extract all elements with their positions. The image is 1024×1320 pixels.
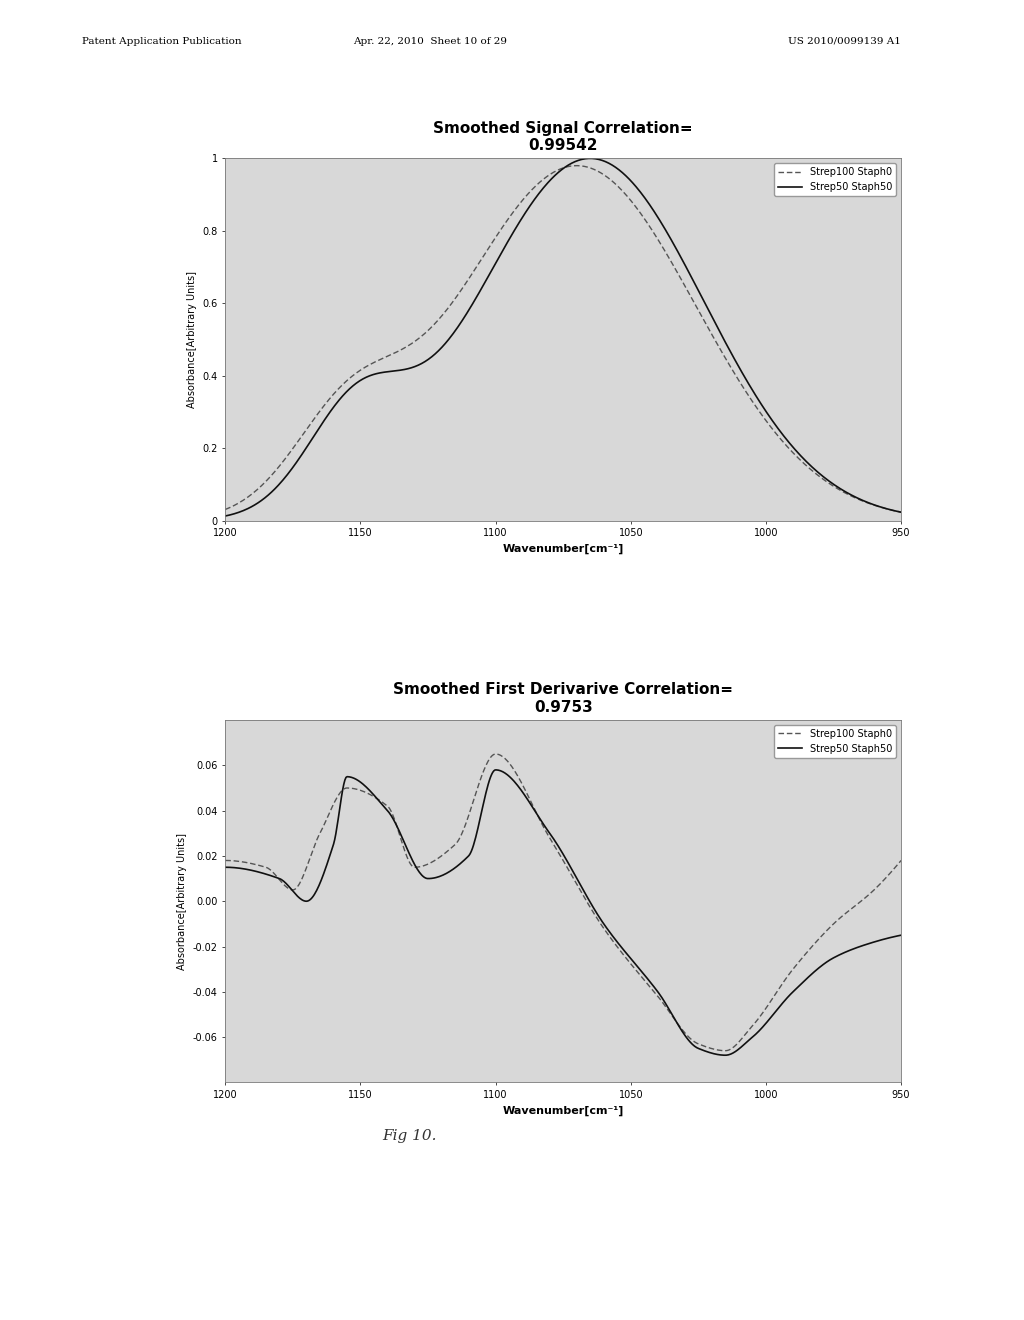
Strep100 Staph0 xyxy=(895,853,907,869)
Strep50 Staph50 xyxy=(672,1016,684,1032)
Text: Apr. 22, 2010  Sheet 10 of 29: Apr. 22, 2010 Sheet 10 of 29 xyxy=(353,37,507,46)
Strep50 Staph50 xyxy=(729,352,741,368)
Strep50 Staph50 xyxy=(489,762,502,777)
Strep50 Staph50 xyxy=(219,508,231,524)
Strep100 Staph0 xyxy=(393,343,406,359)
Y-axis label: Absorbance[Arbitrary Units]: Absorbance[Arbitrary Units] xyxy=(177,833,187,970)
Strep100 Staph0 xyxy=(339,780,351,796)
Strep100 Staph0 xyxy=(895,504,907,520)
Strep100 Staph0 xyxy=(219,853,231,869)
Strep50 Staph50 xyxy=(618,944,631,960)
Legend: Strep100 Staph0, Strep50 Staph50: Strep100 Staph0, Strep50 Staph50 xyxy=(774,725,896,758)
Strep50 Staph50 xyxy=(584,150,596,166)
Strep50 Staph50 xyxy=(672,244,684,260)
Strep100 Staph0 xyxy=(489,746,502,762)
Strep50 Staph50 xyxy=(219,859,231,875)
Strep50 Staph50 xyxy=(393,822,406,838)
Strep100 Staph0 xyxy=(393,825,406,841)
Strep50 Staph50 xyxy=(730,1043,742,1059)
Strep100 Staph0 xyxy=(730,1036,742,1052)
Strep100 Staph0 xyxy=(719,1043,731,1059)
Strep50 Staph50 xyxy=(525,197,538,213)
Line: Strep100 Staph0: Strep100 Staph0 xyxy=(225,165,901,512)
Strep100 Staph0 xyxy=(729,367,741,383)
Strep100 Staph0 xyxy=(219,502,231,517)
Strep100 Staph0 xyxy=(526,796,539,812)
Strep50 Staph50 xyxy=(339,772,351,788)
X-axis label: Wavenumber[cm⁻¹]: Wavenumber[cm⁻¹] xyxy=(503,544,624,554)
Strep100 Staph0 xyxy=(570,157,583,173)
Text: US 2010/0099139 A1: US 2010/0099139 A1 xyxy=(788,37,901,46)
Line: Strep100 Staph0: Strep100 Staph0 xyxy=(225,754,901,1051)
Strep50 Staph50 xyxy=(526,799,539,814)
Text: Fig 10.: Fig 10. xyxy=(382,1129,437,1143)
Strep100 Staph0 xyxy=(672,265,684,281)
Y-axis label: Absorbance[Arbitrary Units]: Absorbance[Arbitrary Units] xyxy=(186,271,197,408)
X-axis label: Wavenumber[cm⁻¹]: Wavenumber[cm⁻¹] xyxy=(503,1106,624,1115)
Line: Strep50 Staph50: Strep50 Staph50 xyxy=(225,770,901,1055)
Strep100 Staph0 xyxy=(618,949,631,965)
Strep100 Staph0 xyxy=(618,186,631,202)
Strep50 Staph50 xyxy=(393,363,406,379)
Strep100 Staph0 xyxy=(672,1016,684,1032)
Strep50 Staph50 xyxy=(339,385,351,401)
Strep50 Staph50 xyxy=(618,166,631,182)
Strep100 Staph0 xyxy=(525,182,538,198)
Strep50 Staph50 xyxy=(895,927,907,942)
Strep50 Staph50 xyxy=(719,1047,731,1063)
Line: Strep50 Staph50: Strep50 Staph50 xyxy=(225,158,901,516)
Legend: Strep100 Staph0, Strep50 Staph50: Strep100 Staph0, Strep50 Staph50 xyxy=(774,164,896,195)
Text: Patent Application Publication: Patent Application Publication xyxy=(82,37,242,46)
Title: Smoothed First Derivarive Correlation=
0.9753: Smoothed First Derivarive Correlation= 0… xyxy=(393,682,733,714)
Strep50 Staph50 xyxy=(895,504,907,520)
Strep100 Staph0 xyxy=(339,375,351,391)
Title: Smoothed Signal Correlation=
0.99542: Smoothed Signal Correlation= 0.99542 xyxy=(433,120,693,153)
